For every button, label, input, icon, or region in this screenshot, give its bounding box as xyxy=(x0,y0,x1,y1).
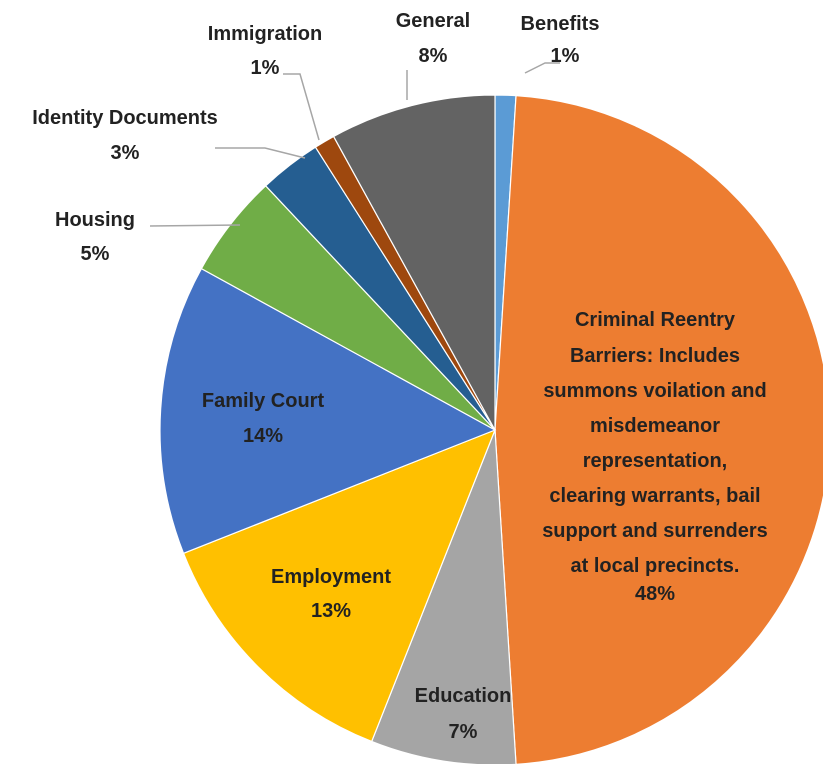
pie-slice-family-court xyxy=(159,267,497,555)
leader-line-benefits xyxy=(524,62,560,74)
slice-label-housing: Housing xyxy=(55,209,135,231)
slice-percent-general: 8% xyxy=(419,45,448,67)
pie-slice-general xyxy=(332,94,496,431)
slice-label-education: Education xyxy=(415,685,512,707)
slice-percent-criminal-reentry-barriers-incl: 48% xyxy=(635,583,675,605)
slice-label-line-4-criminal-reentry-barriers-incl: misdemeanor xyxy=(590,415,720,437)
slice-label-benefits: Benefits xyxy=(521,13,600,35)
leader-line-identity-documents xyxy=(215,147,306,159)
slice-percent-education: 7% xyxy=(449,721,478,743)
slice-label-line-5-criminal-reentry-barriers-incl: representation, xyxy=(583,450,727,472)
pie-slice-employment xyxy=(182,428,497,743)
slice-percent-employment: 13% xyxy=(311,600,351,622)
slice-label-line-1-criminal-reentry-barriers-incl: Criminal Reentry xyxy=(575,309,736,331)
slice-label-line-7-criminal-reentry-barriers-incl: support and surrenders xyxy=(542,520,768,542)
data-labels: Benefits 1% Criminal Reentry Barriers: Incl… xyxy=(32,10,768,743)
slice-percent-housing: 5% xyxy=(81,243,110,265)
leader-line-housing xyxy=(149,224,241,227)
leader-lines xyxy=(149,62,560,227)
slice-label-general: General xyxy=(396,10,470,32)
slice-label-line-2-criminal-reentry-barriers-incl: Barriers: Includes xyxy=(570,345,740,367)
slice-percent-immigration: 1% xyxy=(251,57,280,79)
slice-label-identity-documents: Identity Documents xyxy=(32,107,218,129)
slice-label-line-8-criminal-reentry-barriers-incl: at local precincts. xyxy=(571,555,740,577)
pie-slices xyxy=(159,94,823,764)
slice-percent-benefits: 1% xyxy=(551,45,580,67)
pie-slice-criminal-reentry-barriers-incl xyxy=(494,95,823,764)
pie-slice-education xyxy=(370,429,517,764)
slice-label-immigration: Immigration xyxy=(208,23,322,45)
slice-percent-identity-documents: 3% xyxy=(111,142,140,164)
slice-label-family-court: Family Court xyxy=(202,390,325,412)
slice-label-line-6-criminal-reentry-barriers-incl: clearing warrants, bail xyxy=(549,485,760,507)
slice-percent-family-court: 14% xyxy=(243,425,283,447)
leader-line-immigration xyxy=(283,73,320,141)
slice-label-employment: Employment xyxy=(271,566,391,588)
slice-label-line-3-criminal-reentry-barriers-incl: summons voilation and xyxy=(543,380,766,402)
